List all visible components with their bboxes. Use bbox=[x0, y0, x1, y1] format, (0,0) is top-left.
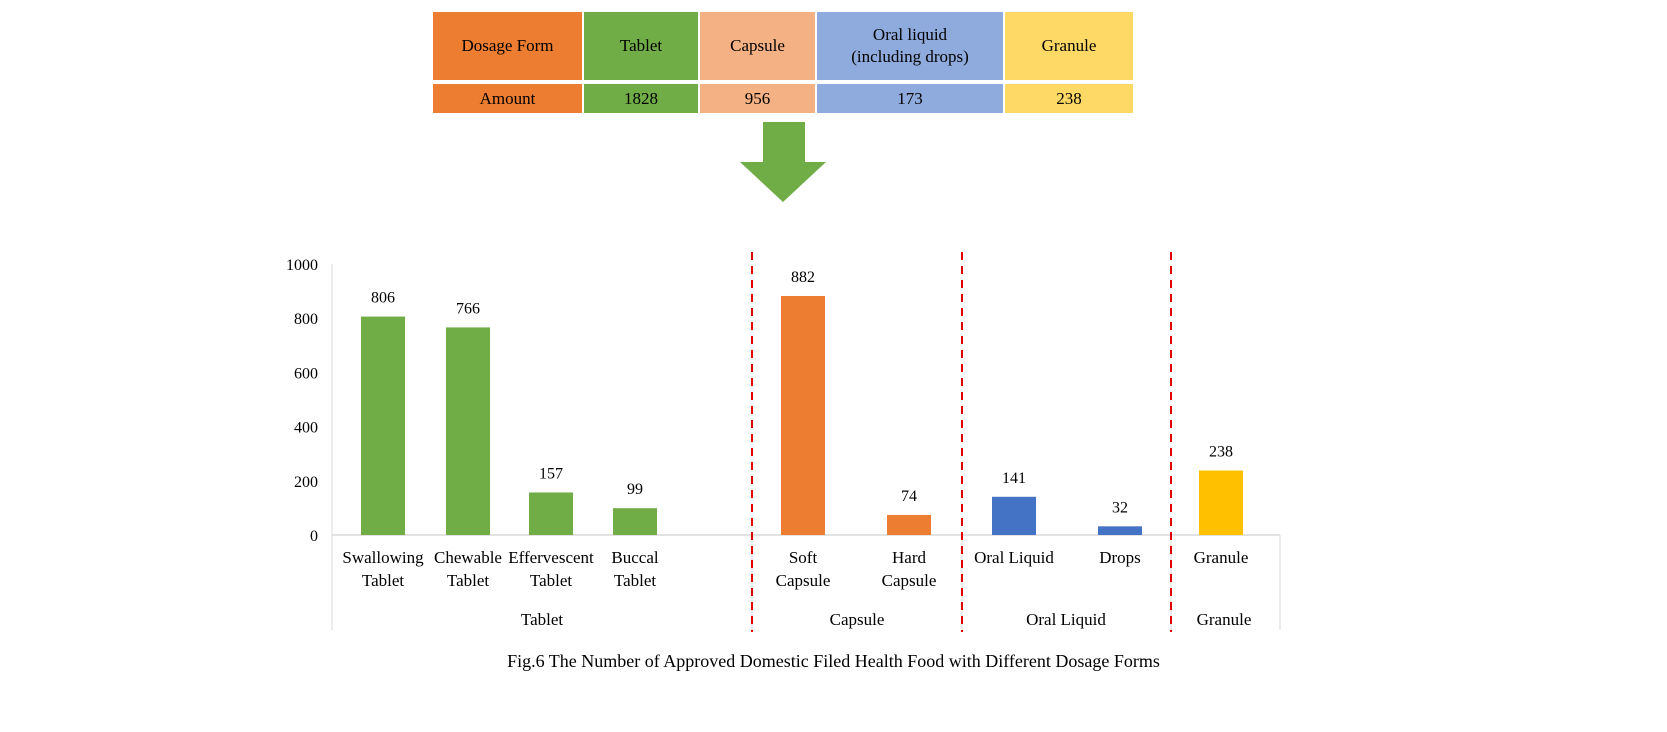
table-cell-row: 1828 bbox=[584, 84, 698, 113]
bar-swallowing-tablet bbox=[361, 316, 405, 535]
bar-chewable-tablet bbox=[446, 327, 490, 535]
table-cell-row: Amount bbox=[433, 84, 582, 113]
category-label: Chewable bbox=[434, 548, 502, 567]
table-cell-header: Oral liquid (including drops) bbox=[817, 12, 1003, 80]
category-label: Granule bbox=[1194, 548, 1249, 567]
y-tick-label: 600 bbox=[294, 365, 318, 382]
group-label: Tablet bbox=[521, 610, 564, 629]
category-label: Tablet bbox=[530, 571, 573, 590]
category-label: Tablet bbox=[362, 571, 405, 590]
bar-effervescent-tablet bbox=[529, 492, 573, 535]
y-tick-label: 1000 bbox=[286, 257, 318, 274]
table-cell-header: Dosage Form bbox=[433, 12, 582, 80]
bar-hard-capsule bbox=[887, 514, 931, 535]
data-label: 806 bbox=[371, 290, 395, 307]
category-label: Tablet bbox=[614, 571, 657, 590]
bar-oral-liquid bbox=[992, 496, 1036, 535]
category-label: Buccal bbox=[611, 548, 658, 567]
table-cell-header: Tablet bbox=[584, 12, 698, 80]
y-tick-label: 200 bbox=[294, 474, 318, 491]
data-label: 99 bbox=[627, 481, 643, 498]
table-cell-row: 173 bbox=[817, 84, 1003, 113]
table-cell-row: 956 bbox=[700, 84, 815, 113]
figure-caption: Fig.6 The Number of Approved Domestic Fi… bbox=[507, 651, 1160, 671]
category-label: Swallowing bbox=[342, 548, 424, 567]
bar-buccal-tablet bbox=[613, 508, 657, 535]
data-label: 141 bbox=[1002, 470, 1026, 487]
category-label: Soft bbox=[789, 548, 818, 567]
category-label: Capsule bbox=[776, 571, 831, 590]
group-label: Granule bbox=[1197, 610, 1252, 629]
y-tick-label: 400 bbox=[294, 420, 318, 437]
category-label: Effervescent bbox=[508, 548, 594, 567]
table-cell-row: 238 bbox=[1005, 84, 1133, 113]
y-tick-label: 0 bbox=[310, 528, 318, 545]
data-label: 74 bbox=[901, 488, 917, 505]
category-label: Drops bbox=[1099, 548, 1141, 567]
category-label: Capsule bbox=[882, 571, 937, 590]
category-label: Oral Liquid bbox=[974, 548, 1054, 567]
group-label: Oral Liquid bbox=[1026, 610, 1106, 629]
bar-drops bbox=[1098, 526, 1142, 535]
bar-soft-capsule bbox=[781, 295, 825, 535]
bar-granule bbox=[1199, 470, 1243, 535]
down-arrow-shape bbox=[740, 122, 826, 202]
data-label: 32 bbox=[1112, 499, 1128, 516]
table-cell-header: Capsule bbox=[700, 12, 815, 80]
category-label: Hard bbox=[892, 548, 926, 567]
data-label: 882 bbox=[791, 269, 815, 286]
group-label: Capsule bbox=[830, 610, 885, 629]
category-label: Tablet bbox=[447, 571, 490, 590]
data-label: 766 bbox=[456, 300, 480, 317]
data-label: 238 bbox=[1209, 444, 1233, 461]
data-label: 157 bbox=[539, 465, 563, 482]
y-tick-label: 800 bbox=[294, 311, 318, 328]
table-cell-header: Granule bbox=[1005, 12, 1133, 80]
